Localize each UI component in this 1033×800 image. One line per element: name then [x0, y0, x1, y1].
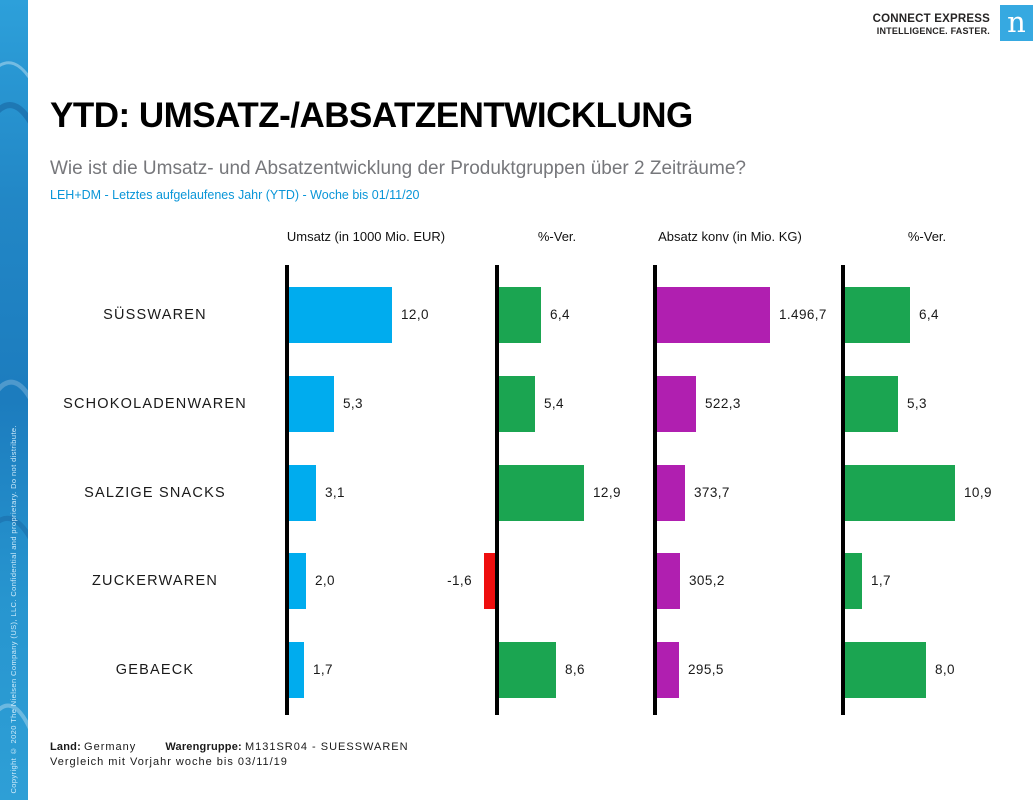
bar-series0-row2 — [289, 464, 316, 521]
bar-series0-row3 — [289, 553, 306, 610]
bar-value-label: 305,2 — [689, 573, 725, 589]
page-title: YTD: UMSATZ-/ABSATZENTWICKLUNG — [50, 96, 693, 135]
bar-value-label: 10,9 — [964, 484, 992, 500]
bar-value-label: 6,4 — [550, 307, 570, 322]
bar-value-label: -1,6 — [447, 573, 472, 589]
bar-value-label: 1.496,7 — [779, 307, 827, 322]
report-question: Wie ist die Umsatz- und Absatzentwicklun… — [50, 158, 746, 179]
column-header-pct-ver-2: %-Ver. — [907, 229, 947, 244]
bar-series1-row1 — [499, 375, 535, 432]
bar-value-label: 8,0 — [935, 662, 955, 677]
axis-line-1 — [495, 265, 499, 715]
bar-series2-row4 — [657, 642, 679, 698]
bar-value-label: 6,4 — [919, 307, 939, 322]
brand-tagline: CONNECT EXPRESS INTELLIGENCE. FASTER. — [873, 13, 990, 37]
bar-series1-row4 — [499, 642, 556, 698]
brand-tagline-line1: CONNECT EXPRESS — [872, 13, 990, 25]
bar-value-label: 12,9 — [593, 484, 621, 500]
bar-series1-row3 — [484, 553, 495, 610]
bar-chart: 12,0 5,3 3,1 2,0 1,7 6,4 5,4 12,9 -1,6 8,6 1.496,7… — [0, 265, 1033, 715]
footer-land-label: Land: — [50, 741, 81, 753]
bar-value-label: 12,0 — [401, 307, 429, 322]
bar-value-label: 1,7 — [871, 573, 891, 589]
bar-series2-row3 — [657, 553, 680, 610]
nielsen-logo: n — [1000, 5, 1033, 41]
bar-series2-row1 — [657, 375, 696, 432]
brand-header: CONNECT EXPRESS INTELLIGENCE. FASTER. n — [873, 5, 1033, 41]
sidebar-wave-art — [0, 0, 28, 800]
category-label-2: SALZIGE SNACKS — [84, 484, 226, 501]
column-header-absatz-konv: Absatz konv (in Mio. KG) — [658, 229, 802, 244]
bar-series3-row2 — [845, 464, 955, 521]
bar-series3-row0 — [845, 287, 910, 343]
bar-value-label: 3,1 — [325, 484, 345, 500]
category-label-4: GEBAECK — [115, 662, 195, 678]
bar-series0-row1 — [289, 375, 334, 432]
bar-value-label: 5,3 — [343, 395, 363, 411]
bar-series2-row0 — [657, 287, 770, 343]
axis-line-2 — [653, 265, 657, 715]
footer-warengruppe-value: M131SR04 - SUESSWAREN — [244, 741, 409, 753]
bar-value-label: 8,6 — [565, 662, 585, 677]
report-scope: LEH+DM - Letztes aufgelaufenes Jahr (YTD… — [50, 188, 420, 202]
bar-value-label: 2,0 — [315, 573, 335, 589]
axis-line-3 — [841, 265, 845, 715]
category-label-0: SÜSSWAREN — [103, 307, 207, 323]
bar-series0-row0 — [289, 287, 392, 343]
bar-value-label: 373,7 — [694, 484, 730, 500]
bar-series3-row4 — [845, 642, 926, 698]
column-header-pct-ver-1: %-Ver. — [537, 229, 577, 244]
bar-series1-row2 — [499, 464, 584, 521]
footer-comparison: Vergleich mit Vorjahr woche bis 03/11/19 — [50, 756, 288, 768]
bar-value-label: 1,7 — [313, 662, 333, 677]
footer-warengruppe-label: Warengruppe: — [165, 741, 242, 753]
sidebar-decoration: Copyright © 2020 The Nielsen Company (US… — [0, 0, 28, 800]
bar-series1-row0 — [499, 287, 541, 343]
footer-land-value: Germany — [84, 741, 137, 753]
brand-tagline-line2: INTELLIGENCE. FASTER. — [876, 26, 990, 36]
bar-value-label: 5,3 — [907, 395, 927, 411]
category-label-3: ZUCKERWAREN — [92, 573, 218, 590]
bar-value-label: 522,3 — [705, 395, 741, 411]
axis-line-0 — [285, 265, 289, 715]
bar-value-label: 295,5 — [688, 662, 724, 677]
bar-series0-row4 — [289, 642, 304, 698]
footer-meta-line: Land: Germany Warengruppe: M131SR04 - SU… — [50, 741, 409, 753]
column-header-umsatz: Umsatz (in 1000 Mio. EUR) — [286, 229, 446, 244]
nielsen-logo-letter: n — [1007, 4, 1026, 39]
category-label-1: SCHOKOLADENWAREN — [63, 395, 247, 412]
bar-series3-row3 — [845, 553, 862, 610]
report-footer: Land: Germany Warengruppe: M131SR04 - SU… — [50, 741, 409, 768]
bar-series2-row2 — [657, 464, 685, 521]
bar-value-label: 5,4 — [544, 395, 564, 411]
bar-series3-row1 — [845, 375, 898, 432]
